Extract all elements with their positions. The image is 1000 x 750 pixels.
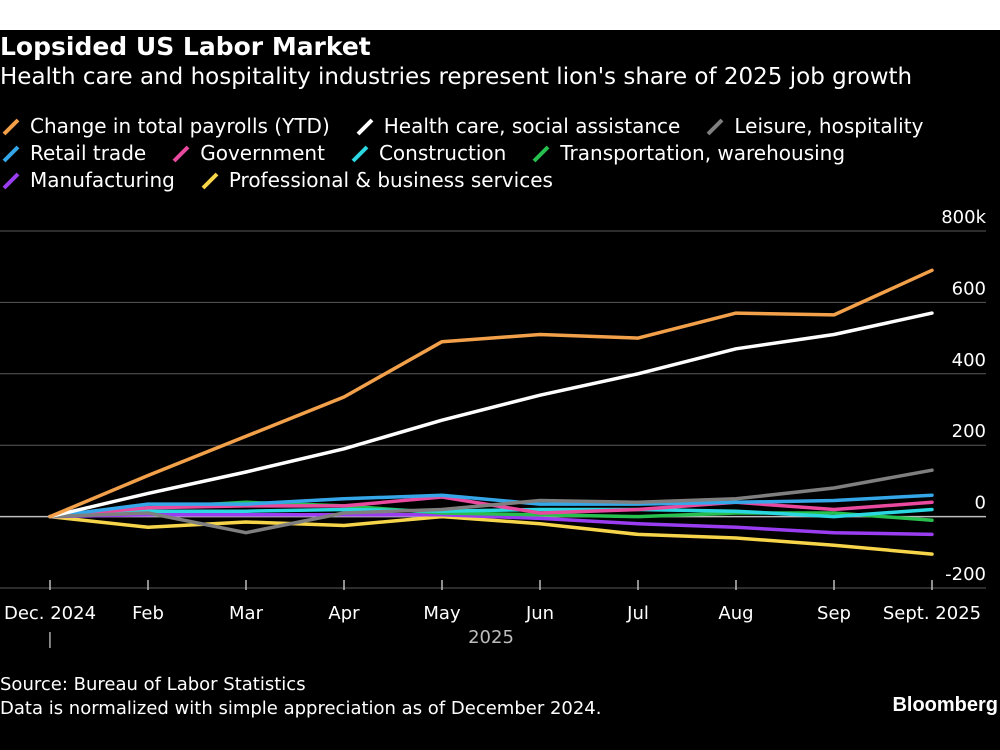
legend-item-manufacturing: Manufacturing [0,168,175,192]
legend-swatch [354,116,376,136]
legend-swatch [199,170,221,190]
legend-label: Professional & business services [228,167,553,192]
series-line [48,268,934,519]
bloomberg-logo: Bloomberg [892,694,998,716]
legend-item-construction: Construction [349,141,506,165]
legend-row: Change in total payrolls (YTD) Health ca… [0,112,1000,139]
x-tick-separator: | [47,629,52,648]
top-band [0,0,1000,30]
source-line: Source: Bureau of Labor Statistics [0,674,306,695]
legend-swatch [0,170,22,190]
series-line [48,468,934,535]
legend-swatch-mark [172,145,190,162]
x-tick-label: Dec. 2024 [4,603,96,624]
x-tick-label: Mar [229,603,264,624]
legend-item-professional-services: Professional & business services [199,168,553,192]
legend-swatch [704,116,726,136]
series-lines [48,268,934,556]
legend-label: Government [200,140,325,165]
legend-label: Retail trade [30,140,147,165]
legend-swatch [349,143,371,163]
legend-row: Manufacturing Professional & business se… [0,166,1000,193]
legend-item-total-payrolls: Change in total payrolls (YTD) [0,114,330,138]
legend-swatch [0,116,22,136]
x-tick-label: Jun [525,603,554,624]
x-tick-label: Jul [626,603,649,624]
y-tick-label: -200 [945,564,986,585]
x-axis: Dec. 2024 Feb Mar Apr May Jun Jul Aug Sep Sept. 2… [4,580,981,648]
legend-swatch [170,143,192,163]
legend-label: Manufacturing [30,167,175,192]
source-note: Source: Bureau of Labor Statistics Data … [0,673,601,721]
legend-swatch-mark [356,118,374,135]
legend-item-retail-trade: Retail trade [0,141,146,165]
y-axis-labels: 800k 600 400 200 0 -200 [941,207,986,585]
y-tick-label: 0 [975,493,986,514]
y-tick-label: 200 [952,421,986,442]
legend-swatch [530,143,552,163]
legend-swatch-mark [706,118,724,135]
legend-item-health-care: Health care, social assistance [354,113,681,138]
legend-swatch-mark [2,118,20,135]
x-axis-year-label: 2025 [468,627,514,648]
normalization-note: Data is normalized with simple appreciat… [0,698,602,719]
x-tick-label: Aug [718,603,753,624]
legend-swatch-mark [201,172,219,189]
y-tick-label: 800k [941,207,986,228]
legend-swatch-mark [351,145,369,162]
legend-item-transportation: Transportation, warehousing [530,141,845,165]
legend-label: Transportation, warehousing [560,140,846,165]
legend: Change in total payrolls (YTD) Health ca… [0,112,1000,193]
legend-row: Retail trade Government Construction Tra… [0,139,1000,166]
legend-item-government: Government [170,141,325,165]
y-tick-label: 600 [952,278,986,299]
legend-swatch [0,143,22,163]
series-line [48,514,934,556]
series-line [48,513,934,537]
x-tick-label: Sep [817,603,851,624]
x-tick-label: May [423,603,461,624]
legend-swatch-mark [532,145,550,162]
y-tick-label: 400 [952,350,986,371]
series-line [48,493,934,519]
series-line [48,507,934,519]
x-tick-label: Sept. 2025 [883,603,981,624]
legend-swatch-mark [2,172,20,189]
chart-title: Lopsided US Labor Market [0,32,371,61]
x-tick-label: Apr [328,603,360,624]
legend-swatch-mark [2,145,20,162]
series-line [48,311,934,519]
legend-label: Change in total payrolls (YTD) [30,113,330,138]
gridlines [0,230,986,589]
legend-label: Health care, social assistance [383,113,681,138]
line-chart: 800k 600 400 200 0 -200 Dec. 2024 Feb Mar Apr May J… [0,207,987,648]
legend-label: Construction [378,140,507,165]
legend-item-leisure-hospitality: Leisure, hospitality [704,114,923,138]
chart-subtitle: Health care and hospitality industries r… [0,64,913,90]
legend-label: Leisure, hospitality [734,113,924,138]
x-tick-label: Feb [132,603,164,624]
